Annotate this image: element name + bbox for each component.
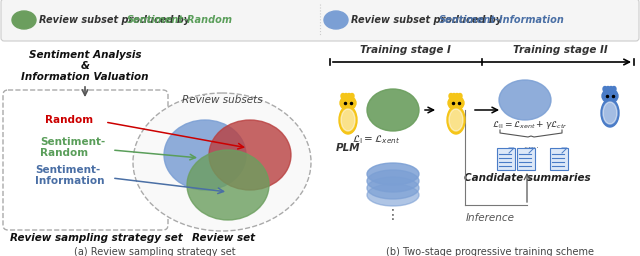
FancyBboxPatch shape bbox=[497, 147, 515, 169]
Text: Review sampling strategy set: Review sampling strategy set bbox=[10, 233, 183, 243]
Ellipse shape bbox=[609, 87, 613, 91]
Text: Training stage II: Training stage II bbox=[513, 45, 607, 55]
Ellipse shape bbox=[602, 89, 618, 103]
Ellipse shape bbox=[209, 120, 291, 190]
Text: Sentiment Analysis: Sentiment Analysis bbox=[29, 50, 141, 60]
Ellipse shape bbox=[339, 106, 357, 134]
Text: Random: Random bbox=[45, 115, 93, 125]
Ellipse shape bbox=[133, 93, 311, 231]
Ellipse shape bbox=[367, 184, 419, 206]
Ellipse shape bbox=[458, 93, 462, 99]
Ellipse shape bbox=[448, 96, 464, 110]
Ellipse shape bbox=[367, 89, 419, 131]
Ellipse shape bbox=[447, 106, 465, 134]
Ellipse shape bbox=[367, 163, 419, 185]
Ellipse shape bbox=[324, 11, 348, 29]
Ellipse shape bbox=[12, 11, 36, 29]
Ellipse shape bbox=[367, 170, 419, 192]
Ellipse shape bbox=[341, 93, 345, 99]
Ellipse shape bbox=[449, 93, 453, 99]
Ellipse shape bbox=[455, 93, 459, 99]
Text: $\mathcal{L}_{\mathrm{I}} = \mathcal{L}_{xent}$: $\mathcal{L}_{\mathrm{I}} = \mathcal{L}_… bbox=[352, 134, 400, 146]
Ellipse shape bbox=[341, 109, 355, 131]
Ellipse shape bbox=[601, 99, 619, 127]
Text: ......: ...... bbox=[523, 141, 539, 150]
Text: &: & bbox=[81, 61, 90, 71]
Text: Review set: Review set bbox=[192, 233, 255, 243]
Ellipse shape bbox=[187, 150, 269, 220]
Text: Review subset produced by: Review subset produced by bbox=[39, 15, 193, 25]
Ellipse shape bbox=[367, 177, 419, 199]
Text: Sentiment-Information: Sentiment-Information bbox=[439, 15, 565, 25]
Text: $\mathcal{L}_{\mathrm{II}} = \mathcal{L}_{xent} + \gamma\mathcal{L}_{ctr}$: $\mathcal{L}_{\mathrm{II}} = \mathcal{L}… bbox=[492, 119, 568, 131]
Text: (a) Review sampling strategy set: (a) Review sampling strategy set bbox=[74, 247, 236, 256]
Text: Sentiment-: Sentiment- bbox=[40, 137, 105, 147]
Text: Sentiment-: Sentiment- bbox=[35, 165, 100, 175]
Ellipse shape bbox=[449, 109, 463, 131]
Ellipse shape bbox=[347, 93, 351, 99]
Text: Review subsets: Review subsets bbox=[182, 95, 262, 105]
Ellipse shape bbox=[340, 96, 356, 110]
Ellipse shape bbox=[452, 93, 456, 99]
Text: Candidate summaries: Candidate summaries bbox=[464, 173, 590, 183]
Text: Sentiment-Random: Sentiment-Random bbox=[127, 15, 233, 25]
Text: (b) Two-stage progressive training scheme: (b) Two-stage progressive training schem… bbox=[386, 247, 594, 256]
Text: PLM: PLM bbox=[336, 143, 360, 153]
Ellipse shape bbox=[344, 93, 348, 99]
FancyBboxPatch shape bbox=[1, 0, 639, 41]
Text: ⋮: ⋮ bbox=[386, 208, 400, 222]
FancyBboxPatch shape bbox=[550, 147, 568, 169]
Ellipse shape bbox=[350, 93, 354, 99]
Ellipse shape bbox=[603, 102, 617, 124]
Text: Information Valuation: Information Valuation bbox=[21, 72, 148, 82]
Text: Training stage I: Training stage I bbox=[360, 45, 451, 55]
Ellipse shape bbox=[603, 87, 607, 91]
Ellipse shape bbox=[612, 87, 616, 91]
Ellipse shape bbox=[164, 120, 246, 190]
Ellipse shape bbox=[606, 87, 610, 91]
FancyBboxPatch shape bbox=[516, 147, 534, 169]
Text: Information: Information bbox=[35, 176, 104, 186]
Text: Random: Random bbox=[40, 148, 88, 158]
Text: Inference: Inference bbox=[465, 213, 515, 223]
Text: Review subset produced by: Review subset produced by bbox=[351, 15, 506, 25]
Ellipse shape bbox=[499, 80, 551, 120]
